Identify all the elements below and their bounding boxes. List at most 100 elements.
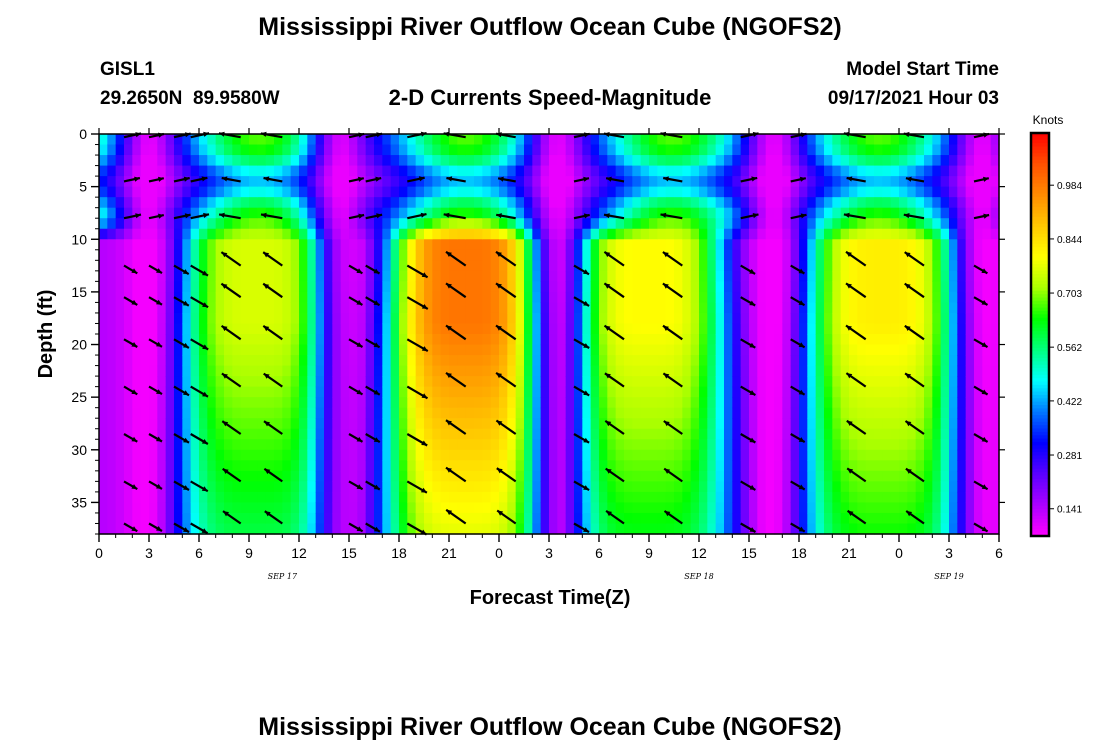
- heatmap-cell: [224, 407, 233, 419]
- heatmap-cell: [882, 449, 892, 461]
- heatmap-cell: [599, 439, 608, 451]
- heatmap-cell: [515, 270, 525, 282]
- heatmap-cell: [882, 344, 892, 356]
- heatmap-cell: [232, 407, 242, 419]
- heatmap-cell: [474, 386, 483, 398]
- heatmap-cell: [949, 334, 958, 346]
- heatmap-cell: [765, 386, 775, 398]
- heatmap-cell: [507, 386, 517, 398]
- heatmap-cell: [899, 165, 908, 177]
- heatmap-cell: [599, 291, 608, 304]
- heatmap-cell: [540, 355, 550, 367]
- heatmap-cell: [340, 428, 350, 440]
- heatmap-cell: [365, 197, 375, 209]
- heatmap-cell: [624, 365, 633, 377]
- heatmap-cell: [740, 407, 750, 419]
- heatmap-cell: [265, 312, 275, 325]
- heatmap-cell: [374, 407, 383, 419]
- heatmap-cell: [790, 418, 800, 430]
- heatmap-cell: [632, 512, 642, 525]
- heatmap-cell: [274, 397, 283, 409]
- heatmap-cell: [382, 323, 392, 335]
- heatmap-cell: [490, 365, 500, 377]
- heatmap-cell: [965, 407, 975, 419]
- heatmap-cell: [107, 312, 117, 325]
- heatmap-cell: [615, 418, 625, 430]
- heatmap-cell: [332, 291, 342, 304]
- heatmap-cell: [274, 523, 283, 535]
- heatmap-cell: [240, 312, 250, 325]
- heatmap-cell: [557, 228, 567, 240]
- heatmap-cell: [765, 460, 775, 472]
- heatmap-cell: [324, 512, 333, 525]
- heatmap-cell: [957, 323, 967, 335]
- heatmap-cell: [515, 512, 525, 525]
- heatmap-cell: [682, 249, 692, 261]
- current-vector: [573, 385, 590, 397]
- heatmap-cell: [599, 134, 608, 146]
- heatmap-cell: [224, 428, 233, 440]
- heatmap-cell: [574, 491, 583, 504]
- heatmap-cell: [557, 523, 567, 535]
- heatmap-cell: [974, 344, 983, 356]
- heatmap-cell: [815, 355, 825, 367]
- heatmap-cell: [482, 376, 492, 388]
- heatmap-cell: [107, 355, 117, 367]
- heatmap-cell: [682, 281, 692, 293]
- heatmap-cell: [265, 291, 275, 304]
- heatmap-cell: [507, 207, 517, 219]
- heatmap-cell: [449, 291, 458, 304]
- heatmap-cell: [757, 418, 767, 430]
- heatmap-cell: [257, 365, 267, 377]
- heatmap-cell: [399, 176, 408, 188]
- heatmap-cell: [657, 165, 667, 177]
- heatmap-cell: [307, 134, 317, 146]
- heatmap-cell: [674, 186, 683, 198]
- heatmap-cell: [924, 334, 933, 346]
- heatmap-cell: [382, 260, 392, 272]
- heatmap-cell: [199, 334, 208, 346]
- heatmap-cell: [790, 176, 800, 188]
- heatmap-cell: [490, 218, 500, 230]
- colorbar-swatch: [1031, 190, 1049, 195]
- heatmap-cell: [857, 502, 867, 514]
- heatmap-cell: [324, 376, 333, 388]
- heatmap-cell: [607, 334, 617, 346]
- heatmap-cell: [282, 365, 292, 377]
- heatmap-cell: [715, 491, 725, 504]
- heatmap-cell: [549, 344, 558, 356]
- heatmap-cell: [382, 523, 392, 535]
- colorbar-swatch: [1031, 317, 1049, 322]
- heatmap-cell: [415, 470, 425, 482]
- heatmap-cell: [990, 155, 1000, 167]
- heatmap-cell: [407, 176, 417, 188]
- heatmap-cell: [940, 165, 950, 177]
- heatmap-cell: [799, 260, 808, 272]
- heatmap-cell: [540, 523, 550, 535]
- heatmap-cell: [265, 197, 275, 209]
- heatmap-cell: [649, 449, 658, 461]
- heatmap-cell: [715, 323, 725, 335]
- heatmap-cell: [582, 186, 592, 198]
- heatmap-cell: [615, 186, 625, 198]
- heatmap-cell: [224, 355, 233, 367]
- heatmap-cell: [357, 376, 367, 388]
- heatmap-cell: [890, 481, 900, 493]
- heatmap-cell: [474, 376, 483, 388]
- heatmap-cell: [799, 176, 808, 188]
- heatmap-cell: [674, 207, 683, 219]
- heatmap-cell: [324, 291, 333, 304]
- heatmap-cell: [507, 186, 517, 198]
- heatmap-cell: [307, 197, 317, 209]
- colorbar-swatch: [1031, 485, 1049, 490]
- heatmap-cell: [174, 197, 183, 209]
- heatmap-cell: [482, 470, 492, 482]
- heatmap-cell: [749, 439, 758, 451]
- heatmap-cell: [957, 134, 967, 146]
- heatmap-cell: [365, 207, 375, 219]
- heatmap-cell: [307, 291, 317, 304]
- heatmap-cell: [215, 249, 225, 261]
- heatmap-cell: [607, 397, 617, 409]
- heatmap-cell: [132, 502, 142, 514]
- heatmap-cell: [215, 197, 225, 209]
